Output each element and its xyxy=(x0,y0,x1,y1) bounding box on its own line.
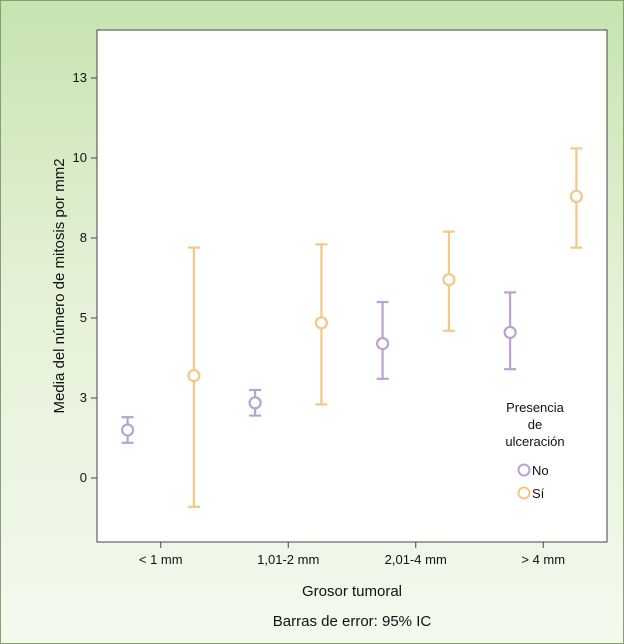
x-tick-label-3: > 4 mm xyxy=(521,552,565,567)
legend-title-line-1: Presencia xyxy=(506,400,565,415)
x-tick-label-1: 1,01-2 mm xyxy=(257,552,319,567)
mean-marker-no-3 xyxy=(503,325,517,339)
x-axis-title: Grosor tumoral xyxy=(302,583,402,600)
series-si xyxy=(187,147,584,508)
x-axis: < 1 mm 1,01-2 mm 2,01-4 mm > 4 mm xyxy=(139,542,565,567)
y-tick-label-4: 10 xyxy=(73,150,87,165)
plot-area xyxy=(96,29,608,543)
legend: Presencia de ulceración No Sí xyxy=(505,400,564,501)
y-tick-label-3: 8 xyxy=(80,230,87,245)
y-tick-label-1: 3 xyxy=(80,390,87,405)
mean-marker-no-1 xyxy=(248,396,262,410)
legend-marker-si xyxy=(517,486,531,500)
mean-marker-si-2 xyxy=(442,273,456,287)
y-axis: 0 3 5 8 10 13 xyxy=(73,70,97,485)
legend-title-line-2: de xyxy=(528,417,542,432)
y-axis-title: Media del número de mitosis por mm2 xyxy=(51,158,68,413)
mean-marker-si-3 xyxy=(569,189,584,203)
y-tick-label-0: 0 xyxy=(80,470,87,485)
legend-label-si: Sí xyxy=(532,486,545,501)
error-bars xyxy=(120,147,584,508)
x-tick-label-2: 2,01-4 mm xyxy=(385,552,447,567)
legend-marker-no xyxy=(517,463,531,477)
mean-marker-no-0 xyxy=(120,423,135,437)
legend-label-no: No xyxy=(532,463,549,478)
mean-marker-no-2 xyxy=(376,337,390,351)
y-tick-label-2: 5 xyxy=(80,310,87,325)
y-tick-label-5: 13 xyxy=(73,70,87,85)
series-no xyxy=(120,291,517,444)
mean-marker-si-1 xyxy=(314,316,328,330)
x-tick-label-0: < 1 mm xyxy=(139,552,183,567)
error-bar-note: Barras de error: 95% IC xyxy=(273,613,432,630)
legend-title-line-3: ulceración xyxy=(505,434,564,449)
mean-marker-si-0 xyxy=(187,369,201,383)
